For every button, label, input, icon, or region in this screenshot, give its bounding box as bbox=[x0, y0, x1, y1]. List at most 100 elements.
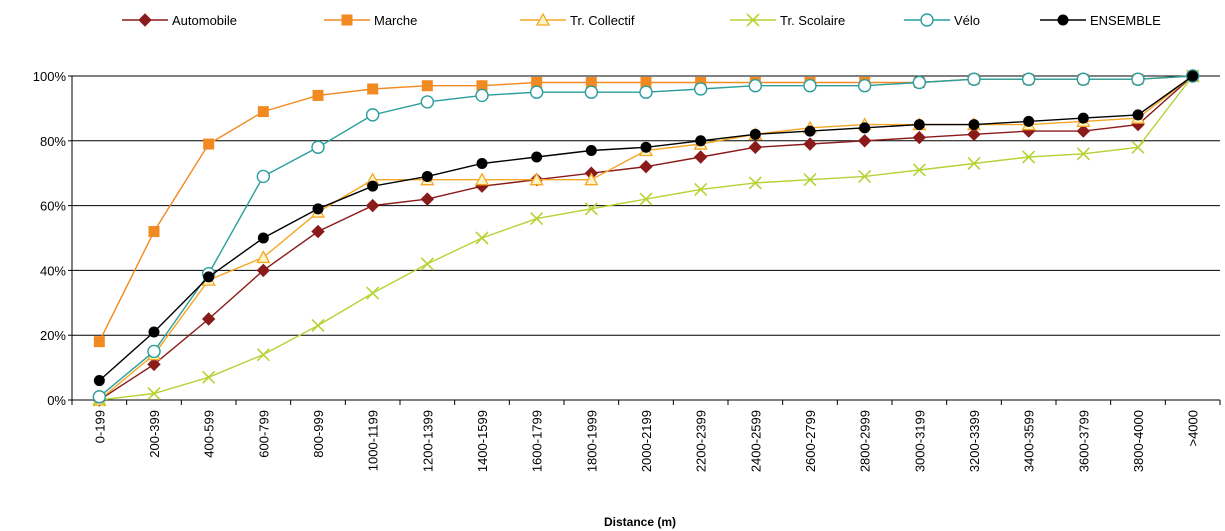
data-point bbox=[257, 232, 269, 244]
data-point bbox=[474, 172, 490, 186]
data-point bbox=[748, 140, 763, 154]
data-point bbox=[859, 122, 871, 134]
x-tick-label: 1800-1999 bbox=[584, 410, 599, 472]
data-point bbox=[365, 198, 380, 213]
data-point bbox=[256, 348, 270, 362]
y-tick-label: 0% bbox=[47, 393, 66, 408]
data-point bbox=[857, 134, 872, 148]
data-point bbox=[147, 386, 161, 401]
legend-item: ENSEMBLE bbox=[1040, 13, 1161, 28]
data-point bbox=[803, 173, 817, 187]
data-point bbox=[476, 157, 488, 169]
data-point bbox=[694, 182, 708, 196]
legend-item: Tr. Scolaire bbox=[730, 13, 845, 28]
data-point bbox=[148, 326, 160, 338]
legend-label: Automobile bbox=[172, 13, 237, 28]
data-point bbox=[475, 231, 489, 245]
series-layer bbox=[92, 68, 1200, 407]
x-axis-ticks: 0-199 200-399 400-599 600-799 800-999 1000-11… bbox=[71, 400, 1221, 472]
x-tick-label: 3800-4000 bbox=[1131, 410, 1146, 472]
data-point bbox=[202, 370, 216, 384]
data-point bbox=[1023, 115, 1035, 127]
data-point bbox=[256, 250, 271, 264]
data-point bbox=[920, 13, 934, 27]
x-tick-label: 1200-1399 bbox=[420, 410, 435, 472]
data-point bbox=[746, 13, 760, 27]
data-point bbox=[257, 106, 269, 118]
data-point bbox=[147, 344, 161, 359]
y-axis-ticks: 0% 20% 40% 60% 80% 100% bbox=[33, 69, 72, 408]
data-point bbox=[1057, 14, 1069, 26]
data-point bbox=[311, 224, 325, 239]
data-point bbox=[203, 138, 215, 150]
data-point bbox=[367, 180, 379, 192]
x-tick-label: 2600-2799 bbox=[803, 410, 818, 472]
data-point bbox=[365, 108, 380, 122]
legend-item: Vélo bbox=[904, 13, 980, 28]
data-point bbox=[93, 336, 105, 348]
x-axis-label: Distance (m) bbox=[604, 515, 676, 529]
data-point bbox=[1076, 72, 1091, 86]
data-point bbox=[803, 79, 817, 93]
data-point bbox=[92, 390, 107, 404]
data-point bbox=[367, 83, 379, 95]
data-point bbox=[912, 163, 926, 177]
data-point bbox=[585, 145, 597, 157]
data-point bbox=[311, 318, 325, 333]
y-tick-label: 20% bbox=[40, 328, 66, 343]
data-point bbox=[693, 150, 708, 164]
data-point bbox=[420, 192, 435, 206]
x-tick-label: 2400-2599 bbox=[748, 410, 763, 472]
x-tick-label: 1600-1799 bbox=[530, 410, 545, 472]
x-tick-label: 800-999 bbox=[311, 410, 326, 458]
legend-item: Automobile bbox=[122, 13, 237, 28]
data-point bbox=[421, 170, 433, 182]
data-point bbox=[311, 140, 325, 154]
x-tick-label: 200-399 bbox=[147, 410, 162, 458]
y-tick-label: 100% bbox=[33, 69, 67, 84]
data-point bbox=[256, 169, 271, 184]
legend-label: Tr. Collectif bbox=[570, 13, 635, 28]
x-tick-label: 3200-3399 bbox=[967, 410, 982, 472]
x-tick-label: 3000-3199 bbox=[912, 410, 927, 472]
data-point bbox=[584, 172, 599, 186]
legend-label: ENSEMBLE bbox=[1090, 13, 1161, 28]
data-point bbox=[804, 125, 816, 137]
x-tick-label: 3400-3599 bbox=[1022, 410, 1037, 472]
data-point bbox=[857, 79, 872, 93]
data-point bbox=[256, 263, 271, 278]
data-point bbox=[529, 172, 544, 186]
data-point bbox=[341, 14, 353, 26]
data-point bbox=[1021, 72, 1036, 86]
legend-label: Marche bbox=[374, 13, 417, 28]
data-point bbox=[584, 202, 598, 216]
data-point bbox=[535, 12, 551, 26]
data-point bbox=[201, 312, 216, 326]
data-point bbox=[1187, 70, 1199, 82]
data-point bbox=[639, 192, 653, 206]
x-tick-label: 600-799 bbox=[256, 410, 271, 458]
data-point bbox=[693, 82, 708, 96]
x-tick-label: 1400-1599 bbox=[475, 410, 490, 472]
data-point bbox=[967, 127, 981, 142]
data-point bbox=[420, 95, 435, 109]
x-tick-label: 1000-1199 bbox=[366, 410, 381, 471]
data-point bbox=[912, 75, 927, 90]
x-tick-label: 400-599 bbox=[202, 410, 217, 458]
data-point bbox=[312, 203, 324, 215]
x-tick-label: 2000-2199 bbox=[639, 410, 654, 472]
data-point bbox=[912, 130, 927, 145]
legend: Automobile Marche Tr. Collectif Tr. Scolair… bbox=[122, 12, 1161, 28]
data-point bbox=[639, 160, 653, 174]
data-point bbox=[749, 128, 761, 140]
data-point bbox=[531, 151, 543, 163]
series-ensemble bbox=[93, 70, 1199, 387]
x-tick-label: 2800-2999 bbox=[858, 410, 873, 472]
y-tick-label: 80% bbox=[40, 134, 66, 149]
data-point bbox=[967, 72, 981, 86]
data-point bbox=[93, 375, 105, 387]
data-point bbox=[529, 85, 544, 99]
data-point bbox=[640, 141, 652, 153]
legend-item: Marche bbox=[324, 13, 417, 28]
